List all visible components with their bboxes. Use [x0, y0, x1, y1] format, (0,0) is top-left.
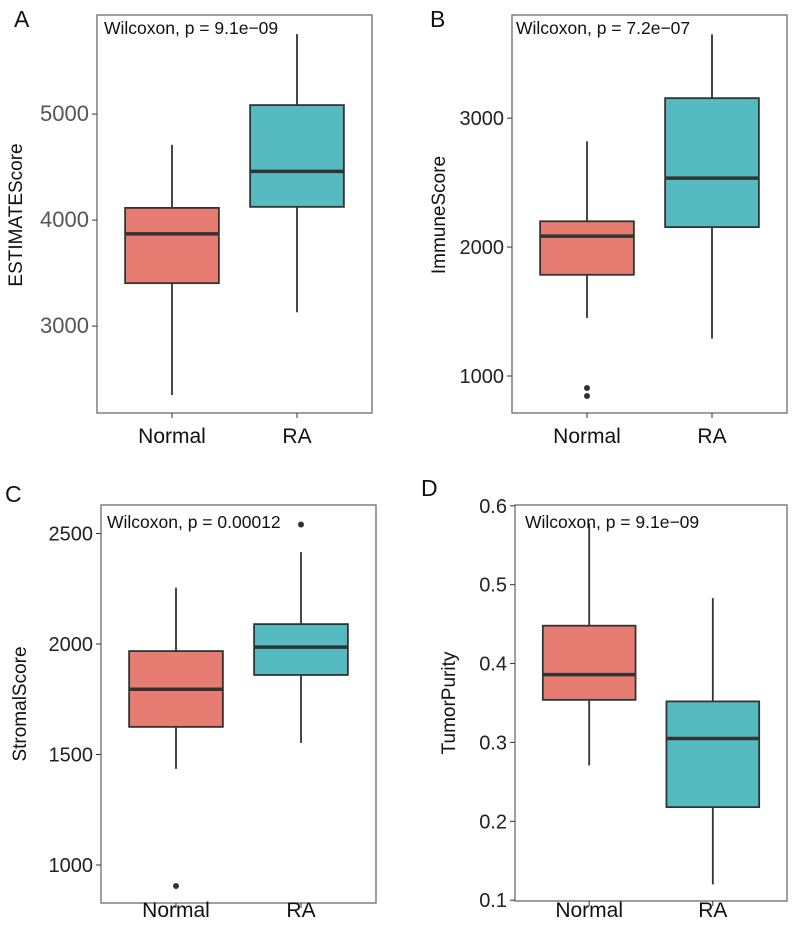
y-tick-label: 2500: [49, 524, 94, 546]
box-ra: [253, 521, 349, 744]
x-tick-label: Normal: [138, 425, 206, 448]
y-tick-label: 1000: [460, 366, 505, 388]
y-tick-label: 3000: [40, 313, 89, 338]
box-normal: [124, 144, 220, 395]
panel-a: A 3000 4000 5000 ESTIMATEScore Normal RA Wilcox…: [6, 6, 373, 448]
outlier-point: [584, 392, 590, 399]
panel-c: C 1000 1500 2000 2500 StromalScore Normal RA Wil…: [5, 481, 377, 922]
y-tick-label: 0.3: [479, 732, 507, 754]
box-ra: [249, 34, 345, 313]
y-axis-title: TumorPurity: [439, 651, 460, 754]
iqr-box: [539, 220, 635, 276]
panel-d: D 0.1 0.2 0.3 0.4 0.5 0.6 TumorPurity Normal RA Wi…: [421, 475, 788, 922]
x-tick-label: RA: [282, 425, 311, 448]
y-tick-label: 4000: [40, 207, 89, 232]
x-tick-label: RA: [698, 899, 727, 922]
iqr-box: [541, 624, 637, 701]
y-tick-label: 2000: [460, 237, 505, 259]
y-tick-label: 0.2: [479, 811, 507, 833]
outlier-point: [173, 882, 179, 889]
iqr-box: [124, 207, 220, 285]
box-ra: [664, 34, 760, 339]
y-tick-label: 2000: [49, 634, 94, 656]
x-tick-label: RA: [697, 425, 726, 448]
y-axis-title: ImmuneScore: [429, 156, 450, 274]
outlier-point: [298, 521, 304, 528]
panel-letter: C: [5, 481, 22, 507]
outlier-point: [584, 384, 590, 391]
box-ra: [665, 598, 761, 885]
panel-letter: B: [430, 6, 445, 32]
x-tick-label: RA: [286, 899, 315, 922]
y-tick-label: 0.1: [479, 890, 507, 912]
wilcoxon-annotation: Wilcoxon, p = 9.1e−09: [104, 18, 278, 38]
box-normal: [541, 523, 637, 766]
iqr-box: [253, 623, 349, 676]
y-tick-label: 5000: [40, 101, 89, 126]
panel-letter: D: [421, 475, 438, 501]
wilcoxon-annotation: Wilcoxon, p = 0.00012: [107, 512, 281, 532]
y-tick-label: 3000: [460, 108, 505, 130]
y-tick-label: 0.6: [479, 496, 507, 518]
wilcoxon-annotation: Wilcoxon, p = 9.1e−09: [525, 512, 699, 532]
x-tick-label: Normal: [553, 425, 621, 448]
panel-b: B 1000 2000 3000 ImmuneScore Normal RA Wilcoxon…: [429, 6, 788, 448]
y-tick-label: 0.4: [479, 654, 507, 676]
iqr-box: [249, 104, 345, 208]
x-tick-label: Normal: [142, 899, 210, 922]
y-axis-title: ESTIMATEScore: [6, 143, 27, 286]
y-tick-label: 1500: [49, 744, 94, 766]
x-tick-label: Normal: [555, 899, 623, 922]
panel-letter: A: [14, 6, 30, 32]
iqr-box: [664, 97, 760, 228]
y-tick-label: 1000: [49, 855, 94, 877]
box-normal: [539, 141, 635, 399]
y-axis-title: StromalScore: [10, 646, 31, 761]
wilcoxon-annotation: Wilcoxon, p = 7.2e−07: [516, 18, 690, 38]
y-tick-label: 0.5: [479, 575, 507, 597]
box-normal: [128, 587, 224, 889]
iqr-box: [665, 700, 761, 809]
